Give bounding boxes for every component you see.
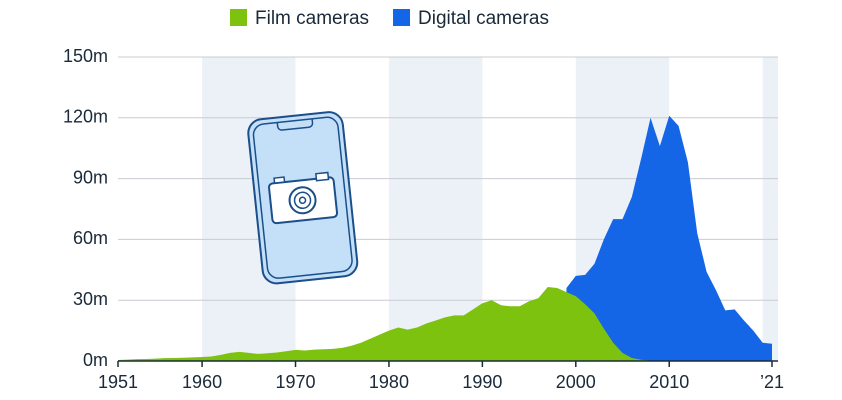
y-tick-label: 120m bbox=[63, 107, 108, 127]
axes: 0m 30m 60m 90m 120m 150m 1951 1960 1970 1980 1990 2… bbox=[63, 46, 784, 392]
legend-label: Film cameras bbox=[255, 8, 369, 29]
legend-swatch bbox=[393, 9, 411, 26]
legend-label: Digital cameras bbox=[418, 8, 549, 29]
x-tick-label: 2010 bbox=[649, 372, 689, 392]
y-tick-label: 30m bbox=[73, 289, 108, 309]
band bbox=[388, 57, 483, 361]
area bbox=[566, 115, 772, 361]
band bbox=[762, 57, 778, 361]
x-tick-label: 1970 bbox=[275, 372, 315, 392]
x-tick-label: 1980 bbox=[369, 372, 409, 392]
legend-swatch bbox=[230, 9, 247, 26]
area bbox=[118, 287, 651, 361]
x-tick-label: 1960 bbox=[182, 372, 222, 392]
x-tick-label: 1951 bbox=[98, 372, 138, 392]
plot-area bbox=[118, 115, 772, 361]
y-tick-label: 150m bbox=[63, 46, 108, 66]
y-tick-label: 60m bbox=[73, 228, 108, 248]
x-tick-label: 2000 bbox=[556, 372, 596, 392]
x-tick-label: ’21 bbox=[760, 372, 784, 392]
phone-illustration bbox=[247, 111, 359, 285]
y-tick-label: 0m bbox=[83, 350, 108, 370]
y-tick-label: 90m bbox=[73, 167, 108, 187]
legend: Film cameras Digital cameras bbox=[230, 8, 549, 29]
x-tick-label: 1990 bbox=[462, 372, 502, 392]
